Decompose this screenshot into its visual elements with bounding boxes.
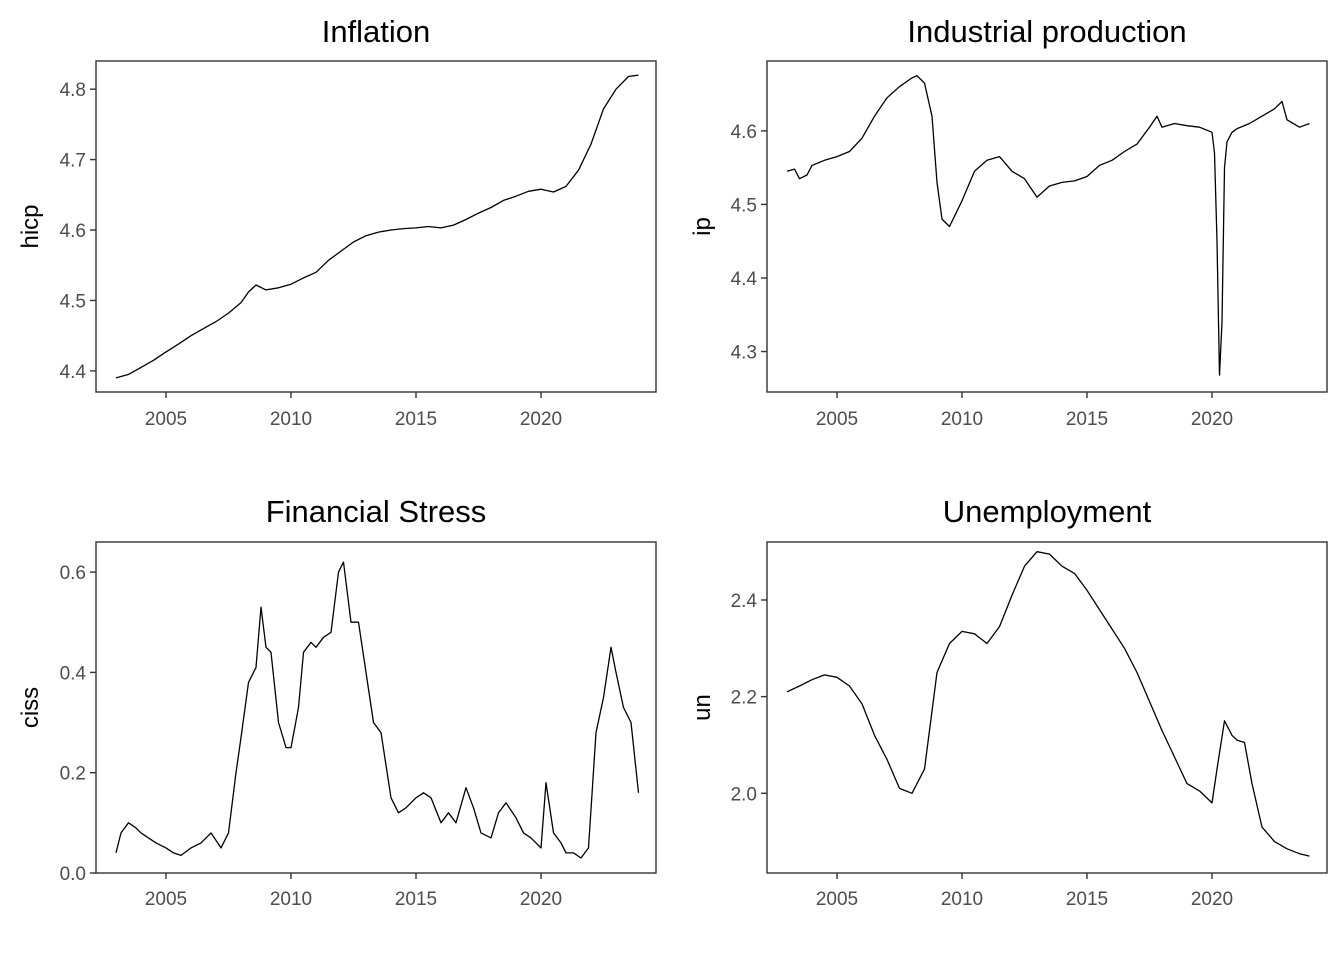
series-line <box>115 561 640 859</box>
x-tick-label: 2020 <box>520 409 562 430</box>
y-tick-label: 2.2 <box>731 688 757 709</box>
chart-title: Financial Stress <box>266 494 487 529</box>
x-tick-label: 2020 <box>1191 409 1233 430</box>
plot-frame <box>95 60 657 393</box>
y-tick-label: 0.6 <box>60 563 86 584</box>
y-axis-label: ciss <box>17 687 44 728</box>
x-tick-label: 2020 <box>520 889 562 910</box>
chart-title: Industrial production <box>907 14 1186 49</box>
y-axis-label: hicp <box>17 204 44 248</box>
y-axis-label: ip <box>689 217 716 236</box>
y-tick-label: 4.7 <box>60 151 86 172</box>
x-tick-label: 2015 <box>395 409 437 430</box>
y-tick-label: 4.6 <box>731 122 757 143</box>
x-tick-label: 2015 <box>1066 409 1108 430</box>
plot-frame <box>766 60 1328 393</box>
x-tick-label: 2010 <box>270 889 312 910</box>
plot-frame <box>95 541 657 874</box>
y-tick-label: 2.0 <box>731 784 757 805</box>
y-tick-label: 0.4 <box>60 663 87 684</box>
y-tick-label: 4.5 <box>731 195 757 216</box>
x-tick-label: 2020 <box>1191 889 1233 910</box>
y-tick-label: 4.6 <box>60 221 86 242</box>
x-tick-label: 2010 <box>270 409 312 430</box>
panel-inflation: Inflation hicp 4.4 4.5 4.6 4.7 4.8 2005 2010 2015… <box>17 14 657 430</box>
x-tick-label: 2015 <box>1066 889 1108 910</box>
panel-financial-stress: Financial Stress ciss 0.0 0.2 0.4 0.6 2005 2010… <box>17 494 657 910</box>
chart-title: Unemployment <box>943 494 1152 529</box>
plot-frame <box>766 541 1328 874</box>
y-tick-label: 4.4 <box>60 362 87 383</box>
x-tick-label: 2010 <box>941 889 983 910</box>
y-tick-label: 4.8 <box>60 80 86 101</box>
x-tick-label: 2015 <box>395 889 437 910</box>
series-line <box>115 74 639 379</box>
y-tick-label: 2.4 <box>731 591 758 612</box>
panel-industrial-production: Industrial production ip 4.3 4.4 4.5 4.6 2005 2… <box>689 14 1328 430</box>
y-tick-label: 0.0 <box>60 864 86 885</box>
x-tick-label: 2005 <box>145 889 187 910</box>
x-tick-label: 2005 <box>816 409 858 430</box>
x-tick-label: 2010 <box>941 409 983 430</box>
series-line <box>786 551 1310 857</box>
series-line <box>786 75 1310 376</box>
x-tick-label: 2005 <box>145 409 187 430</box>
y-tick-label: 4.4 <box>731 269 758 290</box>
y-tick-label: 0.2 <box>60 764 86 785</box>
y-tick-label: 4.3 <box>731 343 757 364</box>
panel-unemployment: Unemployment un 2.0 2.2 2.4 2005 2010 2015 2020 <box>689 494 1328 910</box>
y-axis-label: un <box>689 694 716 721</box>
x-tick-label: 2005 <box>816 889 858 910</box>
chart-title: Inflation <box>322 14 431 49</box>
y-tick-label: 4.5 <box>60 291 86 312</box>
